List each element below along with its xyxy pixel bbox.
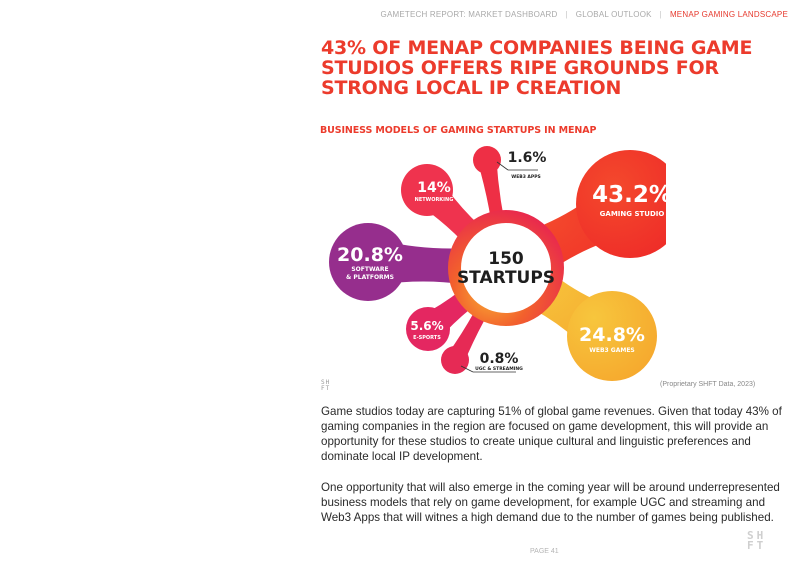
bubble-networking — [401, 164, 453, 216]
value-label-esports: 5.6% — [410, 319, 443, 333]
callout-line-ugc — [460, 365, 474, 373]
page-headline: 43% OF MENAP COMPANIES BEING GAME STUDIO… — [321, 37, 753, 99]
value-label-gaming-studio: 43.2% — [592, 182, 666, 208]
bubble-software — [329, 223, 407, 301]
nav-separator: | — [659, 10, 662, 19]
nav-item-global-outlook[interactable]: GLOBAL OUTLOOK — [575, 10, 652, 19]
page-number: PAGE 41 — [530, 548, 559, 555]
category-label-software-line1: SOFTWARE — [351, 266, 388, 273]
hub-center — [461, 223, 551, 313]
value-label-networking: 14% — [417, 180, 451, 196]
value-label-software: 20.8% — [337, 244, 403, 266]
callout-line-web3-apps — [496, 161, 509, 171]
category-label-web3-games: WEB3 GAMES — [589, 347, 635, 354]
value-label-web3-apps: 1.6% — [508, 150, 547, 166]
bubble-gaming-studio — [576, 150, 666, 258]
value-label-ugc: 0.8% — [480, 351, 519, 367]
nav-separator: | — [565, 10, 568, 19]
category-label-networking: NETWORKING — [415, 197, 454, 203]
category-label-web3-apps: WEB3 APPS — [511, 174, 541, 180]
category-label-ugc: UGC & STREAMING — [475, 366, 523, 372]
category-label-gaming-studio: GAMING STUDIO — [600, 210, 665, 218]
value-label-web3-games: 24.8% — [579, 324, 645, 346]
category-label-esports: E-SPORTS — [413, 335, 441, 341]
chart-source-note: (Proprietary SHFT Data, 2023) — [660, 381, 756, 388]
bubble-esports — [406, 307, 450, 351]
nav-item-gametech-report[interactable]: GAMETECH REPORT: MARKET DASHBOARD — [380, 10, 558, 19]
breadcrumb-nav: GAMETECH REPORT: MARKET DASHBOARD | GLOBAL… — [381, 10, 788, 19]
body-paragraph-1: Game studios today are capturing 51% of … — [321, 405, 782, 463]
bubble-web3-games — [567, 291, 657, 381]
chart-title: BUSINESS MODELS OF GAMING STARTUPS IN ME… — [320, 125, 597, 136]
bubble-web3-apps — [473, 146, 501, 174]
category-label-software-line2: & PLATFORMS — [346, 274, 394, 281]
center-label-count: 150 — [488, 249, 524, 269]
shft-logo: SH FT — [747, 529, 767, 552]
shft-logo-small: SH FT — [321, 379, 331, 392]
body-paragraph-2: One opportunity that will also emerge in… — [321, 481, 780, 524]
center-label-startups: STARTUPS — [457, 268, 555, 288]
bubble-ugc — [441, 346, 469, 374]
nav-item-menap-gaming-landscape[interactable]: MENAP GAMING LANDSCAPE — [669, 10, 788, 19]
